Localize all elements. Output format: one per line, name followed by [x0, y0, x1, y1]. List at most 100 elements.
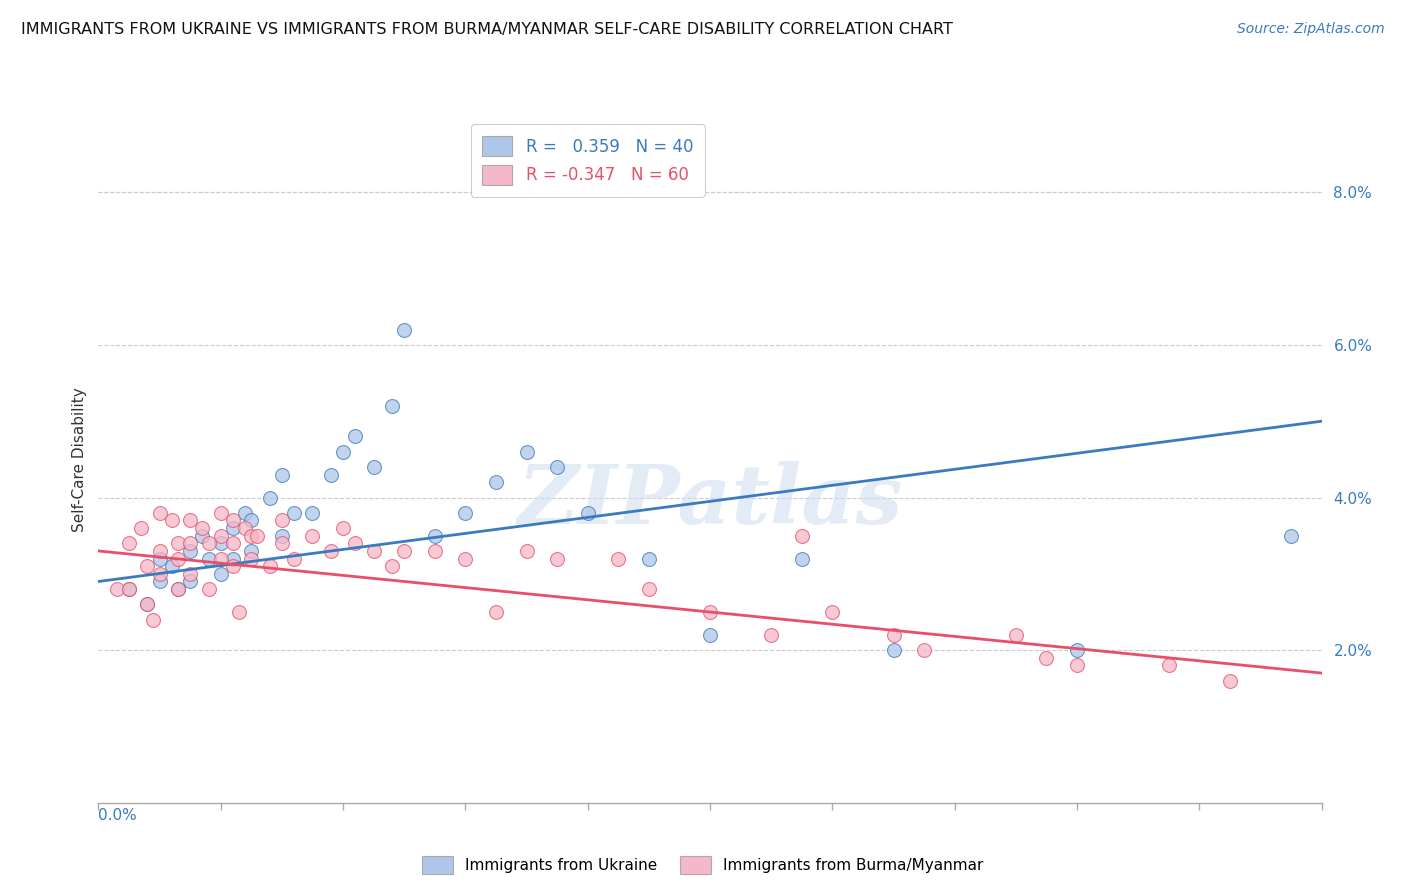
Point: [179, 536, 201, 550]
Point: [1004, 628, 1026, 642]
Point: [270, 529, 292, 543]
Point: [1157, 658, 1180, 673]
Point: [222, 521, 245, 535]
Point: [381, 399, 404, 413]
Point: [149, 506, 172, 520]
Point: [790, 529, 813, 543]
Point: [160, 513, 183, 527]
Point: [222, 513, 245, 527]
Point: [209, 536, 232, 550]
Point: [179, 574, 201, 589]
Point: [363, 460, 385, 475]
Point: [319, 544, 342, 558]
Point: [423, 529, 446, 543]
Point: [240, 529, 263, 543]
Point: [332, 521, 354, 535]
Point: [392, 544, 416, 558]
Point: [160, 559, 183, 574]
Point: [363, 544, 385, 558]
Point: [129, 521, 152, 535]
Legend: Immigrants from Ukraine, Immigrants from Burma/Myanmar: Immigrants from Ukraine, Immigrants from…: [416, 850, 990, 880]
Point: [270, 467, 292, 482]
Point: [222, 536, 245, 550]
Point: [240, 551, 263, 566]
Point: [301, 529, 323, 543]
Point: [392, 323, 416, 337]
Point: [246, 529, 269, 543]
Text: Source: ZipAtlas.com: Source: ZipAtlas.com: [1237, 22, 1385, 37]
Point: [546, 460, 568, 475]
Point: [283, 506, 305, 520]
Point: [1035, 650, 1057, 665]
Point: [167, 582, 190, 596]
Point: [222, 559, 245, 574]
Point: [142, 613, 165, 627]
Point: [197, 551, 219, 566]
Point: [912, 643, 935, 657]
Point: [149, 574, 172, 589]
Point: [233, 521, 256, 535]
Point: [191, 529, 214, 543]
Text: ZIPatlas: ZIPatlas: [517, 460, 903, 541]
Point: [149, 566, 172, 581]
Point: [381, 559, 404, 574]
Point: [759, 628, 782, 642]
Point: [118, 582, 141, 596]
Point: [209, 566, 232, 581]
Point: [1066, 658, 1088, 673]
Point: [191, 521, 214, 535]
Y-axis label: Self-Care Disability: Self-Care Disability: [72, 387, 87, 532]
Point: [790, 551, 813, 566]
Point: [179, 566, 201, 581]
Point: [209, 551, 232, 566]
Point: [136, 598, 159, 612]
Point: [209, 529, 232, 543]
Point: [344, 536, 367, 550]
Point: [454, 506, 477, 520]
Point: [118, 582, 141, 596]
Point: [240, 544, 263, 558]
Point: [283, 551, 305, 566]
Point: [1219, 673, 1241, 688]
Point: [105, 582, 128, 596]
Point: [332, 444, 354, 458]
Point: [637, 551, 661, 566]
Point: [883, 643, 905, 657]
Point: [259, 491, 281, 505]
Point: [301, 506, 323, 520]
Point: [228, 605, 250, 619]
Point: [699, 605, 721, 619]
Point: [136, 559, 159, 574]
Point: [637, 582, 661, 596]
Point: [259, 559, 281, 574]
Point: [1066, 643, 1088, 657]
Point: [423, 544, 446, 558]
Text: IMMIGRANTS FROM UKRAINE VS IMMIGRANTS FROM BURMA/MYANMAR SELF-CARE DISABILITY CO: IMMIGRANTS FROM UKRAINE VS IMMIGRANTS FR…: [21, 22, 953, 37]
Text: 0.0%: 0.0%: [98, 808, 138, 823]
Point: [485, 605, 508, 619]
Point: [179, 513, 201, 527]
Point: [197, 536, 219, 550]
Point: [485, 475, 508, 490]
Point: [883, 628, 905, 642]
Point: [319, 467, 342, 482]
Point: [167, 551, 190, 566]
Point: [1279, 529, 1302, 543]
Point: [607, 551, 630, 566]
Point: [516, 444, 538, 458]
Point: [516, 544, 538, 558]
Point: [699, 628, 721, 642]
Point: [821, 605, 844, 619]
Point: [149, 551, 172, 566]
Point: [167, 582, 190, 596]
Point: [576, 506, 599, 520]
Point: [149, 544, 172, 558]
Point: [167, 536, 190, 550]
Point: [136, 598, 159, 612]
Point: [197, 582, 219, 596]
Point: [240, 513, 263, 527]
Legend: R =   0.359   N = 40, R = -0.347   N = 60: R = 0.359 N = 40, R = -0.347 N = 60: [471, 124, 704, 196]
Point: [118, 536, 141, 550]
Point: [454, 551, 477, 566]
Point: [222, 551, 245, 566]
